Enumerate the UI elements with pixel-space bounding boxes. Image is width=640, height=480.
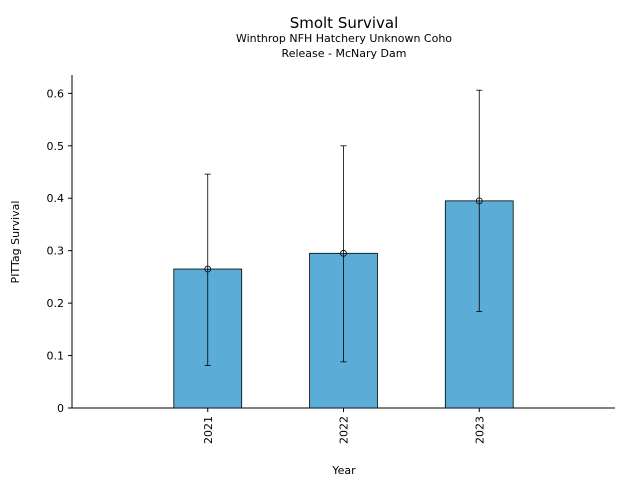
y-tick-label: 0.6 [47,87,65,100]
y-tick-label: 0.3 [47,245,65,258]
x-axis-label: Year [331,464,356,477]
y-tick-label: 0.4 [47,192,65,205]
point-marker-2023 [475,197,483,205]
y-tick-label: 0.2 [47,297,65,310]
y-tick-label: 0.1 [47,350,65,363]
y-tick-label: 0.5 [47,140,65,153]
x-tick-label-2022: 2022 [338,416,351,444]
x-tick-label-2023: 2023 [473,416,486,444]
chart-subtitle-line-1: Winthrop NFH Hatchery Unknown Coho [236,32,452,45]
x-tick-label-2021: 2021 [202,416,215,444]
plot-area: 0 0.1 0.2 0.3 0.4 0.5 0.6 2021 2022 2023 [47,75,615,444]
point-marker-2021 [204,265,212,273]
y-axis-label: PITTag Survival [9,201,22,284]
point-marker-2022 [340,249,347,257]
chart-title: Smolt Survival [290,14,399,32]
chart-subtitle-line-2: Release - McNary Dam [282,47,407,60]
y-tick-label: 0 [57,402,64,415]
